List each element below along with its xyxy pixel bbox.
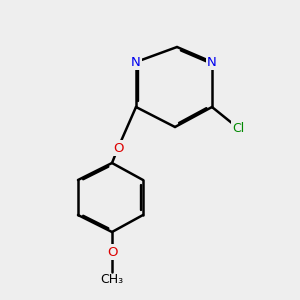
Text: Cl: Cl — [232, 122, 244, 134]
Text: O: O — [113, 142, 123, 154]
Text: CH₃: CH₃ — [100, 273, 124, 286]
Text: N: N — [207, 56, 217, 68]
Text: N: N — [131, 56, 141, 68]
Text: O: O — [107, 245, 117, 259]
